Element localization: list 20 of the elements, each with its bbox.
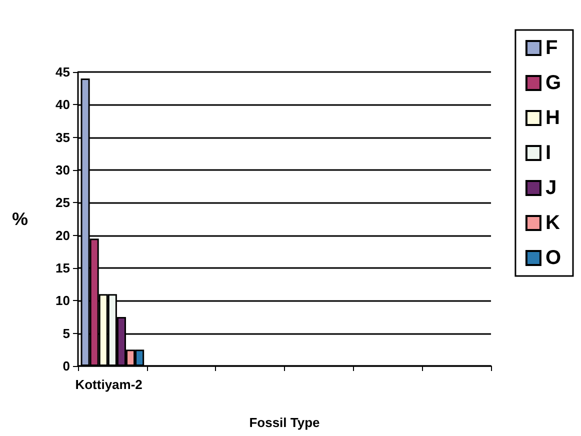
legend-label: H	[545, 107, 560, 129]
x-tick-label: Kottiyam-2	[75, 377, 142, 392]
y-tick-label: 25	[56, 195, 70, 210]
y-tick-label: 5	[62, 326, 70, 341]
legend-label: J	[545, 177, 557, 199]
x-axis-title: Fossil Type	[249, 415, 320, 430]
legend-label: G	[545, 72, 562, 94]
y-tick-label: 45	[56, 64, 70, 80]
legend-label: I	[545, 142, 552, 164]
y-tick-label: 40	[56, 97, 70, 112]
y-tick-label: 35	[56, 130, 70, 145]
y-axis-title: %	[12, 209, 28, 229]
y-tick-label: 20	[56, 228, 70, 243]
legend-label: O	[545, 247, 562, 269]
y-tick-label: 30	[56, 162, 70, 178]
y-tick-label: 10	[56, 293, 70, 308]
legend-label: K	[545, 212, 560, 234]
legend-label: F	[545, 37, 558, 59]
y-tick-label: 0	[62, 358, 70, 374]
y-tick-label: 15	[56, 260, 70, 276]
